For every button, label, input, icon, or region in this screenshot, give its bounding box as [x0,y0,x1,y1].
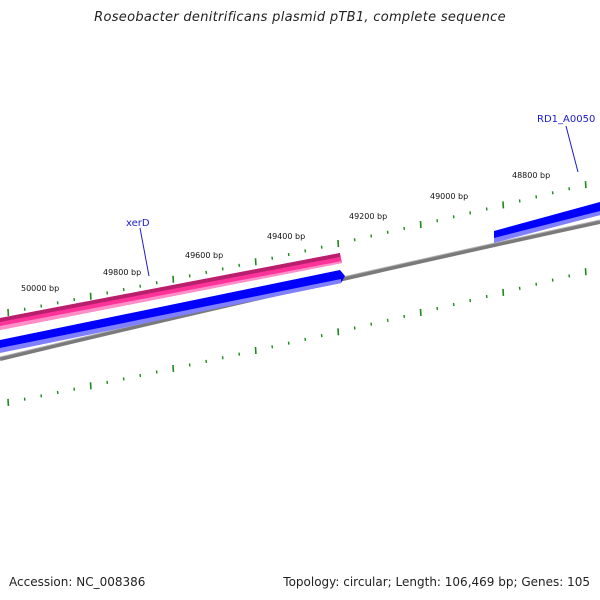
gene-xerd[interactable] [0,253,342,330]
rd1-a0050-leader-line [565,125,579,173]
tick-label: 50000 bp [21,284,59,293]
tick-label: 48800 bp [512,171,550,180]
tick-label: 49800 bp [103,268,141,277]
lower-tick-track [7,268,587,406]
xerd-leader-line [139,227,150,277]
tick-label: 49200 bp [349,212,387,221]
gene-label-xerd[interactable]: xerD [126,218,150,229]
accession-text: Accession: NC_008386 [9,575,146,589]
upper-tick-track [7,181,587,317]
tick-label: 49000 bp [430,192,468,201]
tick-label: 49400 bp [267,232,305,241]
tick-label: 49600 bp [185,251,223,260]
gene-forward-cds[interactable] [0,270,345,353]
map-title: Roseobacter denitrificans plasmid pTB1, … [94,10,506,25]
gene-rd1-a0050[interactable] [494,202,600,243]
summary-text: Topology: circular; Length: 106,469 bp; … [283,575,590,589]
gene-label-rd1-a0050[interactable]: RD1_A0050 [537,114,595,125]
